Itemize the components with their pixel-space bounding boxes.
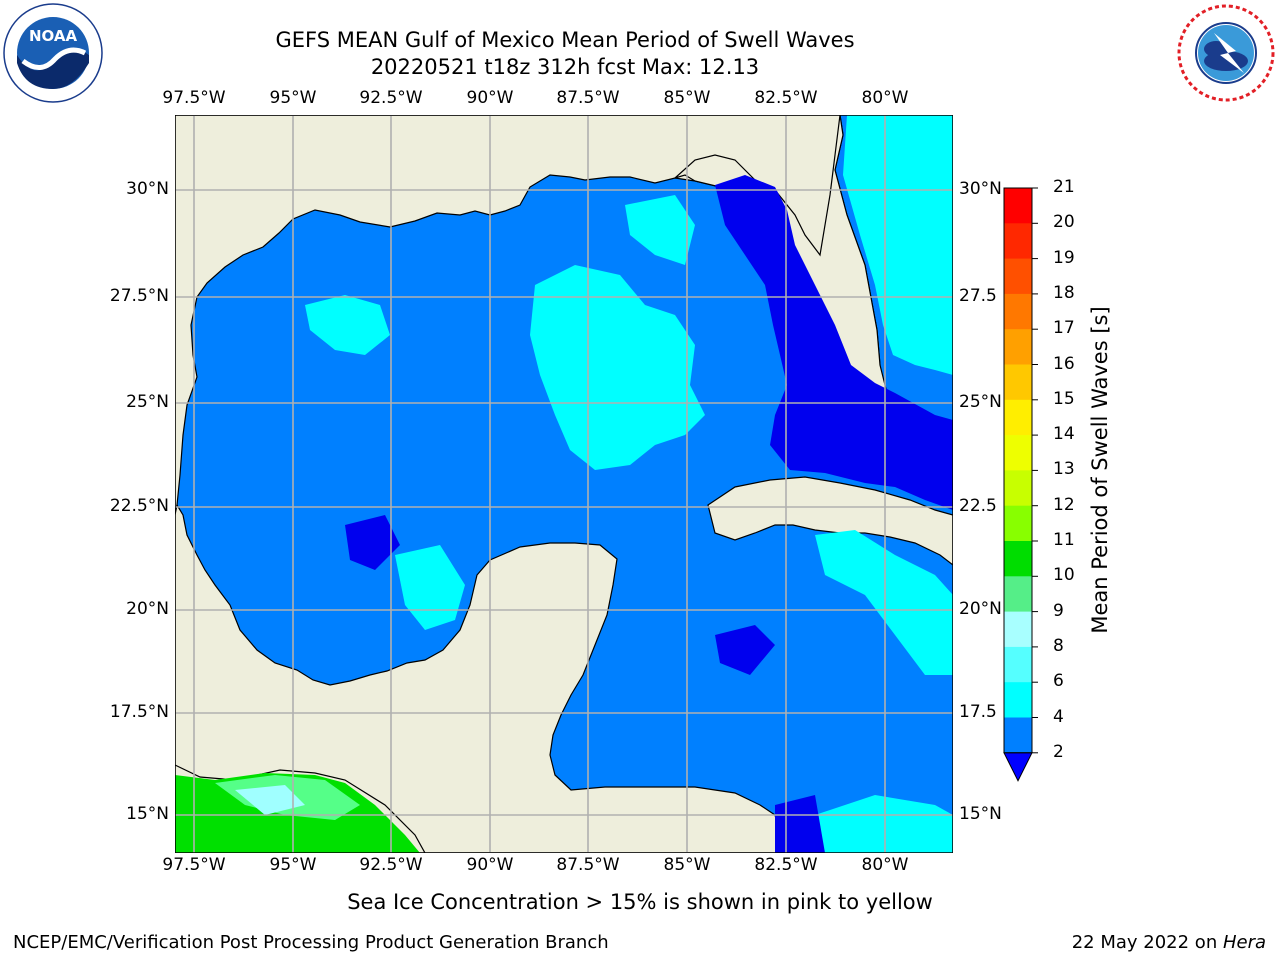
colorbar-tick-label: 19 xyxy=(1053,247,1075,268)
lat-label-left: 25°N xyxy=(126,392,169,412)
pacific-pale-patch xyxy=(235,785,305,815)
north-gulf-cyan-patch xyxy=(625,195,695,265)
colorbar-tick-label: 13 xyxy=(1053,459,1075,480)
noaa-logo: NOAA xyxy=(3,3,103,103)
honduras-dark-patch xyxy=(775,795,825,853)
colorbar-tick-label: 9 xyxy=(1053,600,1064,621)
colorbar-tick-label: 18 xyxy=(1053,282,1075,303)
atlantic-cyan-patch xyxy=(843,115,953,375)
lat-label-left: 22.5°N xyxy=(109,496,169,516)
colorbar-label: Mean Period of Swell Waves [s] xyxy=(1088,306,1112,634)
bay-dark-patch xyxy=(345,515,400,570)
footer-date: 22 May 2022 on Hera xyxy=(1072,932,1266,953)
colorbar-segment xyxy=(1004,682,1032,718)
colorbar-tick-label: 10 xyxy=(1053,565,1075,586)
lat-label-left: 20°N xyxy=(126,599,169,619)
south-caribbean-cyan-patch xyxy=(815,795,953,853)
colorbar-segment xyxy=(1004,329,1032,365)
colorbar-segment xyxy=(1004,541,1032,577)
colorbar-tick-label: 17 xyxy=(1053,318,1075,339)
lon-label-top: 80°W xyxy=(861,88,909,108)
footer-machine: Hera xyxy=(1222,932,1266,953)
colorbar-tick-label: 16 xyxy=(1053,353,1075,374)
colorbar-segment xyxy=(1004,364,1032,401)
footer-date-text: 22 May 2022 on xyxy=(1071,932,1223,953)
colorbar-segment xyxy=(1004,223,1032,260)
colorbar-tick-label: 21 xyxy=(1053,177,1075,197)
lat-label-right: 22.5 xyxy=(959,496,997,516)
colorbar xyxy=(1003,187,1038,782)
lat-label-right: 15°N xyxy=(959,804,1002,824)
lat-label-right: 25°N xyxy=(959,392,1002,412)
lat-label-right: 27.5 xyxy=(959,286,997,306)
colorbar-tick-label: 8 xyxy=(1053,635,1064,656)
colorbar-segment xyxy=(1004,611,1032,648)
sea-ice-note: Sea Ice Concentration > 15% is shown in … xyxy=(347,890,933,914)
lon-label-top: 85°W xyxy=(663,88,711,108)
nws-logo xyxy=(1177,4,1275,102)
colorbar-segment xyxy=(1004,399,1032,436)
lat-label-left: 30°N xyxy=(126,179,169,199)
colorbar-tick-label: 6 xyxy=(1053,671,1064,692)
map-title: GEFS MEAN Gulf of Mexico Mean Period of … xyxy=(275,28,855,52)
noaa-logo-text: NOAA xyxy=(29,27,78,45)
lon-label-top: 95°W xyxy=(269,88,317,108)
colorbar-tick-label: 2 xyxy=(1053,741,1064,762)
colorbar-segment xyxy=(1004,576,1032,613)
lon-label-top: 82.5°W xyxy=(754,88,818,108)
colorbar-tick-label: 20 xyxy=(1053,212,1075,233)
lon-label-top: 97.5°W xyxy=(162,88,226,108)
lon-label-bottom: 85°W xyxy=(663,855,711,875)
land-mexico xyxy=(175,503,786,853)
lat-label-right: 30°N xyxy=(959,179,1002,199)
colorbar-segment xyxy=(1004,188,1032,224)
lat-label-left: 17.5°N xyxy=(109,702,169,722)
land-cuba xyxy=(707,476,953,566)
lon-label-bottom: 92.5°W xyxy=(359,855,423,875)
colorbar-tick-label: 4 xyxy=(1053,706,1064,727)
lon-label-top: 87.5°W xyxy=(556,88,620,108)
caribbean-cyan-patch xyxy=(815,530,953,675)
colorbar-segment xyxy=(1004,717,1032,754)
colorbar-tick-label: 12 xyxy=(1053,494,1075,515)
colorbar-segment xyxy=(1004,293,1032,330)
colorbar-extend-triangle xyxy=(1003,752,1033,782)
lat-label-right: 20°N xyxy=(959,599,1002,619)
lat-label-left: 15°N xyxy=(126,804,169,824)
colorbar-segment xyxy=(1004,646,1032,683)
yucatan-dark-patch xyxy=(715,625,775,675)
colorbar-tick-label: 11 xyxy=(1053,530,1075,550)
colorbar-segment xyxy=(1004,435,1032,471)
lon-label-top: 92.5°W xyxy=(359,88,423,108)
footer-branch: NCEP/EMC/Verification Post Processing Pr… xyxy=(13,932,609,953)
campeche-cyan-patch xyxy=(395,545,465,630)
colorbar-segment xyxy=(1004,258,1032,295)
colorbar-tick-label: 14 xyxy=(1053,424,1075,445)
map-plot xyxy=(175,115,953,853)
lon-label-bottom: 80°W xyxy=(861,855,909,875)
lon-label-bottom: 90°W xyxy=(466,855,514,875)
colorbar-tick-label: 15 xyxy=(1053,388,1075,409)
lon-label-top: 90°W xyxy=(466,88,514,108)
lon-label-bottom: 82.5°W xyxy=(754,855,818,875)
lon-label-bottom: 97.5°W xyxy=(162,855,226,875)
lon-label-bottom: 87.5°W xyxy=(556,855,620,875)
map-subtitle: 20220521 t18z 312h fcst Max: 12.13 xyxy=(370,55,760,79)
colorbar-segment xyxy=(1004,505,1032,542)
west-gulf-cyan-patch xyxy=(305,295,390,355)
central-gulf-cyan-patch xyxy=(530,265,705,470)
lat-label-left: 27.5°N xyxy=(109,286,169,306)
colorbar-segment xyxy=(1004,470,1032,507)
straits-deep-blue-patch xyxy=(715,175,953,510)
lat-label-right: 17.5 xyxy=(959,702,997,722)
lon-label-bottom: 95°W xyxy=(269,855,317,875)
